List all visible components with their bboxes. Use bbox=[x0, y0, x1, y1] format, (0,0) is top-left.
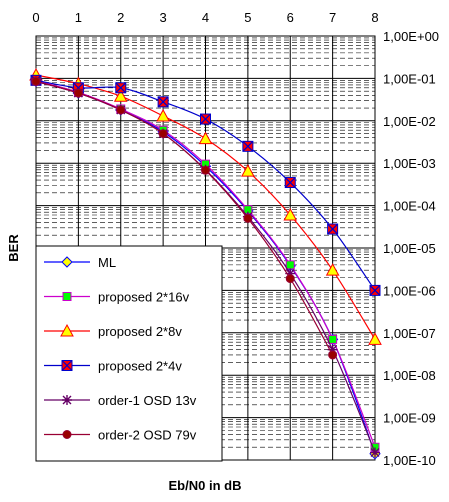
series-order-2-osd-79v bbox=[31, 76, 338, 360]
data-point bbox=[285, 274, 295, 284]
legend-label: proposed 2*4v bbox=[98, 359, 182, 374]
data-point bbox=[285, 268, 296, 279]
legend-marker bbox=[62, 430, 72, 439]
data-point bbox=[241, 164, 255, 177]
data-point bbox=[284, 177, 296, 189]
y-tick-label: 1,00E-04 bbox=[383, 199, 436, 214]
legend-entry: proposed 2*4v bbox=[44, 359, 182, 374]
y-tick-label: 1,00E-05 bbox=[383, 241, 436, 256]
legend-label: ML bbox=[98, 255, 116, 270]
legend-marker bbox=[62, 395, 72, 405]
legend-label: order-2 OSD 79v bbox=[98, 428, 197, 443]
data-point bbox=[325, 263, 340, 276]
y-tick-label: 1,00E-07 bbox=[383, 326, 436, 341]
x-tick-label: 4 bbox=[202, 10, 209, 25]
y-axis-tick-labels: 1,00E+00 1,00E-01 1,00E-02 1,00E-03 1,00E-04… bbox=[383, 29, 439, 468]
y-tick-label: 1,00E-06 bbox=[383, 283, 436, 298]
data-point bbox=[328, 350, 338, 360]
data-point bbox=[115, 82, 127, 94]
y-tick-label: 1,00E-03 bbox=[383, 156, 436, 171]
data-point bbox=[327, 223, 339, 235]
data-point bbox=[198, 131, 213, 145]
x-tick-label: 1 bbox=[75, 10, 82, 25]
x-tick-label: 8 bbox=[371, 10, 378, 25]
data-point bbox=[368, 332, 382, 345]
y-tick-label: 1,00E-02 bbox=[383, 114, 436, 129]
legend-entry: ML bbox=[44, 255, 116, 270]
legend-entry: proposed 2*8v bbox=[44, 323, 182, 339]
legend-label: proposed 2*8v bbox=[98, 324, 182, 339]
legend-entry: proposed 2*16v bbox=[44, 290, 190, 305]
data-point bbox=[116, 105, 126, 115]
y-tick-label: 1,00E-09 bbox=[383, 411, 436, 426]
data-point bbox=[285, 260, 295, 270]
series-group bbox=[29, 67, 382, 460]
x-axis-label: Eb/N0 in dB bbox=[169, 478, 242, 493]
legend-label: order-1 OSD 13v bbox=[98, 393, 197, 408]
data-point bbox=[201, 165, 210, 175]
legend-marker bbox=[61, 360, 73, 371]
data-point bbox=[370, 447, 380, 458]
data-point bbox=[327, 344, 338, 355]
x-axis-tick-labels: 0 1 2 3 4 5 6 7 8 bbox=[32, 10, 378, 25]
x-tick-label: 2 bbox=[117, 10, 124, 25]
x-tick-label: 5 bbox=[244, 10, 251, 25]
data-point bbox=[200, 113, 211, 125]
data-point bbox=[242, 140, 254, 152]
data-point bbox=[158, 129, 168, 139]
legend-marker bbox=[62, 292, 72, 301]
data-point bbox=[328, 334, 338, 344]
data-point bbox=[369, 284, 381, 296]
legend-entry: order-1 OSD 13v bbox=[44, 393, 197, 408]
legend: ML proposed 2*16v proposed 2*8v proposed 2*… bbox=[35, 245, 223, 462]
data-point bbox=[283, 207, 298, 221]
y-axis-label: BER bbox=[6, 234, 21, 262]
data-point bbox=[157, 96, 169, 108]
y-tick-label: 1,00E-10 bbox=[383, 453, 436, 468]
legend-box bbox=[35, 245, 223, 462]
legend-marker bbox=[60, 323, 74, 337]
data-point bbox=[31, 76, 41, 86]
legend-marker bbox=[61, 256, 73, 268]
x-tick-label: 7 bbox=[329, 10, 336, 25]
y-tick-label: 1,00E+00 bbox=[383, 29, 439, 44]
data-point bbox=[113, 89, 128, 102]
data-point bbox=[73, 88, 83, 98]
x-tick-label: 3 bbox=[160, 10, 167, 25]
y-tick-label: 1,00E-01 bbox=[383, 71, 436, 86]
x-tick-label: 0 bbox=[32, 10, 39, 25]
x-tick-label: 6 bbox=[287, 10, 294, 25]
legend-label: proposed 2*16v bbox=[98, 290, 190, 305]
data-point bbox=[156, 108, 170, 122]
data-point bbox=[243, 213, 253, 223]
legend-entry: order-2 OSD 79v bbox=[44, 428, 197, 443]
y-tick-label: 1,00E-08 bbox=[383, 368, 436, 383]
